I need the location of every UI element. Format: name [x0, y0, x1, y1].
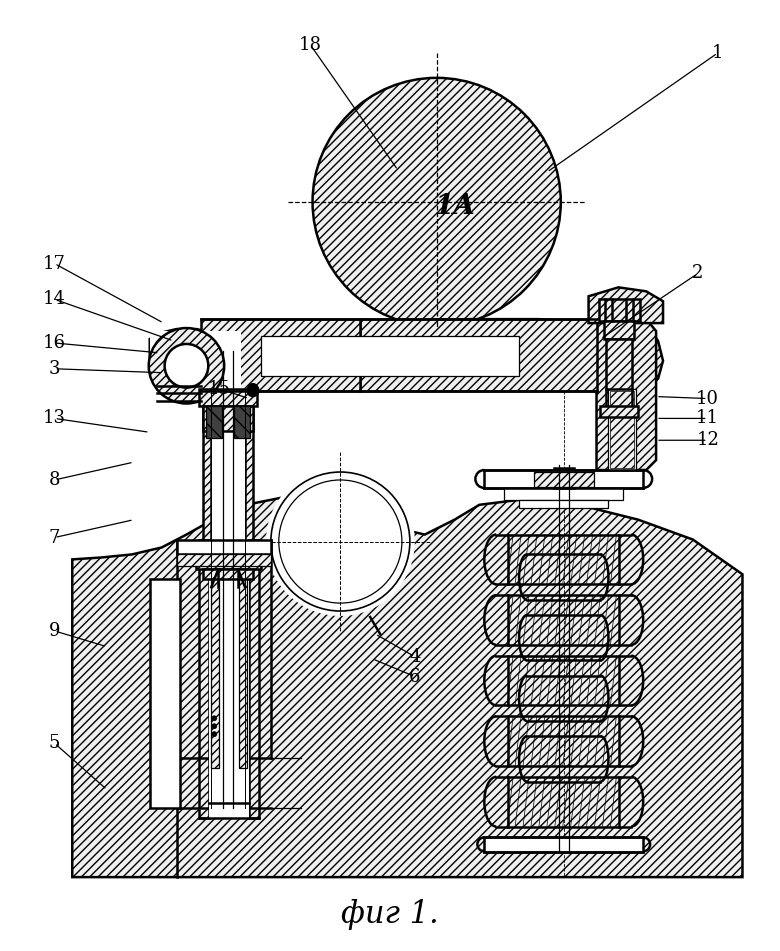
Polygon shape [3, 4, 777, 947]
Text: 17: 17 [43, 255, 66, 273]
Circle shape [278, 480, 402, 603]
Polygon shape [601, 405, 638, 417]
Circle shape [149, 328, 224, 403]
Text: 12: 12 [697, 431, 719, 449]
Circle shape [247, 384, 259, 397]
Polygon shape [234, 406, 250, 438]
Polygon shape [204, 406, 253, 432]
Polygon shape [484, 470, 644, 488]
Polygon shape [597, 320, 663, 389]
Polygon shape [249, 539, 259, 818]
Polygon shape [484, 838, 644, 852]
Polygon shape [597, 320, 656, 470]
Text: 13: 13 [43, 410, 66, 427]
Polygon shape [176, 539, 271, 554]
Circle shape [248, 383, 258, 394]
Text: 1: 1 [712, 44, 723, 62]
Text: 1A: 1A [434, 193, 475, 221]
Circle shape [165, 344, 208, 388]
Text: 16: 16 [43, 334, 66, 352]
Polygon shape [261, 336, 519, 376]
Text: 11: 11 [697, 410, 719, 427]
Polygon shape [360, 320, 597, 391]
Text: 8: 8 [48, 471, 60, 489]
Circle shape [212, 716, 217, 721]
Text: 14: 14 [43, 290, 66, 308]
Circle shape [212, 724, 217, 728]
Polygon shape [239, 570, 247, 767]
Polygon shape [604, 321, 634, 339]
Polygon shape [611, 391, 634, 468]
Text: 6: 6 [409, 668, 420, 686]
Polygon shape [534, 472, 594, 487]
Polygon shape [211, 570, 219, 767]
Polygon shape [204, 570, 253, 579]
Text: 9: 9 [48, 622, 60, 640]
Circle shape [266, 467, 415, 616]
Circle shape [271, 472, 410, 611]
Polygon shape [200, 539, 209, 818]
Polygon shape [73, 497, 743, 877]
Polygon shape [245, 391, 253, 767]
Text: 5: 5 [48, 734, 60, 752]
Circle shape [310, 76, 562, 328]
Text: 4: 4 [410, 648, 420, 666]
Polygon shape [201, 320, 360, 391]
Polygon shape [150, 579, 179, 807]
Text: фиг 1.: фиг 1. [341, 900, 439, 930]
Polygon shape [200, 389, 257, 406]
Polygon shape [150, 331, 241, 400]
Text: 7: 7 [48, 529, 60, 547]
Polygon shape [606, 339, 633, 389]
Polygon shape [211, 391, 245, 767]
Polygon shape [176, 554, 271, 567]
Circle shape [212, 731, 217, 737]
Text: 18: 18 [299, 36, 322, 54]
Polygon shape [598, 300, 640, 321]
Polygon shape [229, 320, 633, 386]
Text: 15: 15 [207, 379, 231, 398]
Polygon shape [504, 488, 623, 500]
Text: 2: 2 [692, 264, 704, 282]
Polygon shape [150, 329, 236, 398]
Polygon shape [589, 287, 663, 323]
Polygon shape [519, 500, 608, 508]
Polygon shape [197, 550, 261, 570]
Polygon shape [204, 391, 211, 767]
Polygon shape [207, 406, 222, 438]
Text: 10: 10 [697, 390, 719, 408]
Polygon shape [209, 570, 249, 818]
Circle shape [313, 78, 561, 326]
Polygon shape [608, 389, 636, 470]
Text: 3: 3 [48, 359, 60, 378]
